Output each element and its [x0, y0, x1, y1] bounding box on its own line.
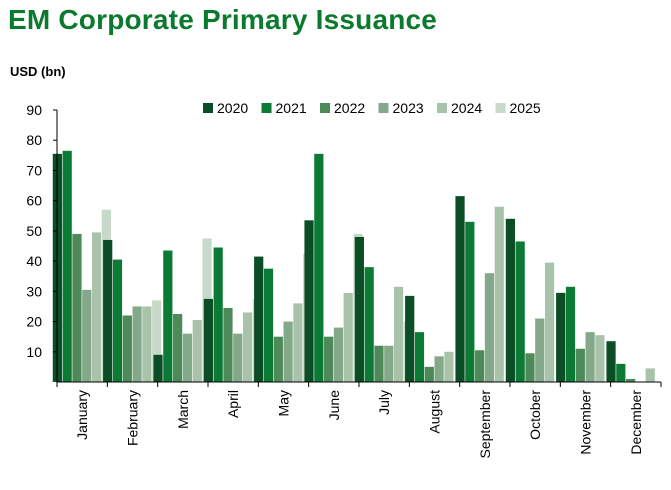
bar-2021-november	[565, 286, 576, 382]
bar-2024-june	[343, 292, 353, 382]
bar-2023-august	[434, 356, 444, 382]
bar-2020-november	[556, 292, 566, 382]
bar-2025-february	[152, 300, 162, 382]
bar-2020-october	[505, 218, 515, 382]
y-tick-label: 80	[26, 132, 42, 148]
bar-2023-october	[535, 318, 545, 382]
legend-label-2023: 2023	[393, 100, 424, 116]
bar-2022-august	[424, 366, 434, 382]
bar-2022-april	[223, 307, 233, 382]
bar-2023-february	[132, 306, 142, 382]
y-tick-label: 20	[26, 314, 42, 330]
x-tick-label: December	[628, 390, 644, 455]
bar-2024-march	[192, 320, 202, 382]
x-tick-label: August	[427, 390, 443, 434]
bar-2023-april	[233, 333, 243, 382]
x-tick-label: February	[125, 390, 141, 446]
bar-2021-march	[163, 250, 173, 382]
bar-2021-august	[414, 332, 425, 382]
bar-2024-november	[595, 335, 605, 382]
y-tick-label: 60	[26, 193, 42, 209]
legend: 2020 2021 2022 2023 2024 2025	[203, 100, 541, 116]
bar-2022-november	[575, 348, 585, 382]
x-tick-label: November	[578, 390, 594, 455]
bar-2024-october	[544, 262, 555, 382]
bar-2020-september	[455, 196, 465, 382]
y-tick-label: 10	[26, 344, 42, 360]
legend-swatch-2021	[261, 103, 272, 113]
legend-swatch-2023	[378, 103, 389, 113]
legend-label-2021: 2021	[276, 100, 307, 116]
bar-2021-may	[263, 268, 274, 382]
bar-2020-march	[153, 354, 163, 382]
bar-2024-may	[293, 303, 303, 382]
bar-2023-march	[182, 333, 193, 382]
legend-swatch-2024	[437, 103, 447, 113]
legend-label-2022: 2022	[334, 100, 365, 116]
bar-2022-february	[122, 315, 132, 382]
y-tick-label: 70	[26, 162, 42, 178]
bar-2022-june	[324, 336, 334, 382]
bar-2020-may	[254, 256, 264, 382]
legend-swatch-2022	[320, 103, 330, 113]
bar-2024-december	[645, 368, 655, 382]
legend-swatch-2025	[495, 103, 506, 113]
chart-title: EM Corporate Primary Issuance	[8, 4, 438, 35]
legend-swatch-2020	[203, 103, 213, 113]
bar-2021-july	[364, 267, 374, 382]
bar-2020-april	[203, 298, 213, 382]
x-tick-label: July	[376, 390, 392, 415]
x-tick-label: April	[225, 390, 241, 418]
bar-2021-february	[112, 259, 123, 382]
legend-label-2020: 2020	[217, 100, 248, 116]
bar-2021-december	[616, 363, 626, 382]
bar-2020-july	[354, 236, 364, 382]
x-tick-label: October	[527, 390, 543, 440]
y-tick-label: 90	[26, 102, 42, 118]
y-axis-label: USD (bn)	[10, 64, 66, 79]
bar-2024-september	[494, 206, 504, 382]
bar-2021-june	[314, 153, 324, 382]
bar-2022-july	[374, 345, 384, 382]
y-tick-label: 50	[26, 223, 42, 239]
x-tick-label: September	[477, 390, 493, 459]
x-tick-label: January	[74, 390, 90, 440]
bar-2024-february	[142, 306, 152, 382]
bar-2020-february	[103, 239, 113, 382]
bar-2020-august	[405, 295, 415, 382]
bar-2022-september	[475, 350, 485, 382]
y-tick-label: 30	[26, 283, 42, 299]
axes: 10 20 30 40 50 60 70 80 90 January February March Ap…	[26, 102, 662, 459]
x-tick-label: March	[175, 390, 191, 429]
bar-2022-january	[72, 233, 82, 382]
bar-2023-may	[283, 321, 293, 382]
bar-2021-september	[465, 221, 475, 382]
legend-label-2024: 2024	[451, 100, 482, 116]
bar-2024-july	[393, 286, 404, 382]
bar-2024-january	[91, 232, 102, 382]
bar-2022-march	[173, 314, 183, 382]
bars	[52, 150, 655, 382]
bar-2024-august	[444, 351, 454, 382]
bar-2023-january	[82, 289, 92, 382]
bar-2022-october	[525, 353, 535, 382]
bar-2021-january	[62, 150, 72, 382]
bar-2021-october	[515, 241, 525, 382]
legend-label-2025: 2025	[510, 100, 541, 116]
bar-2022-may	[273, 336, 283, 382]
x-tick-label: May	[276, 390, 292, 416]
y-tick-label: 40	[26, 253, 42, 269]
bar-2023-november	[585, 332, 595, 382]
bar-2021-april	[213, 247, 223, 382]
bar-2023-june	[333, 327, 344, 382]
bar-2020-june	[304, 220, 314, 382]
x-tick-label: June	[326, 390, 342, 421]
bar-2022-december	[626, 378, 636, 382]
bar-2023-september	[484, 273, 495, 382]
bar-2020-december	[606, 341, 616, 382]
bar-2023-july	[384, 345, 394, 382]
bar-2024-april	[242, 312, 253, 382]
